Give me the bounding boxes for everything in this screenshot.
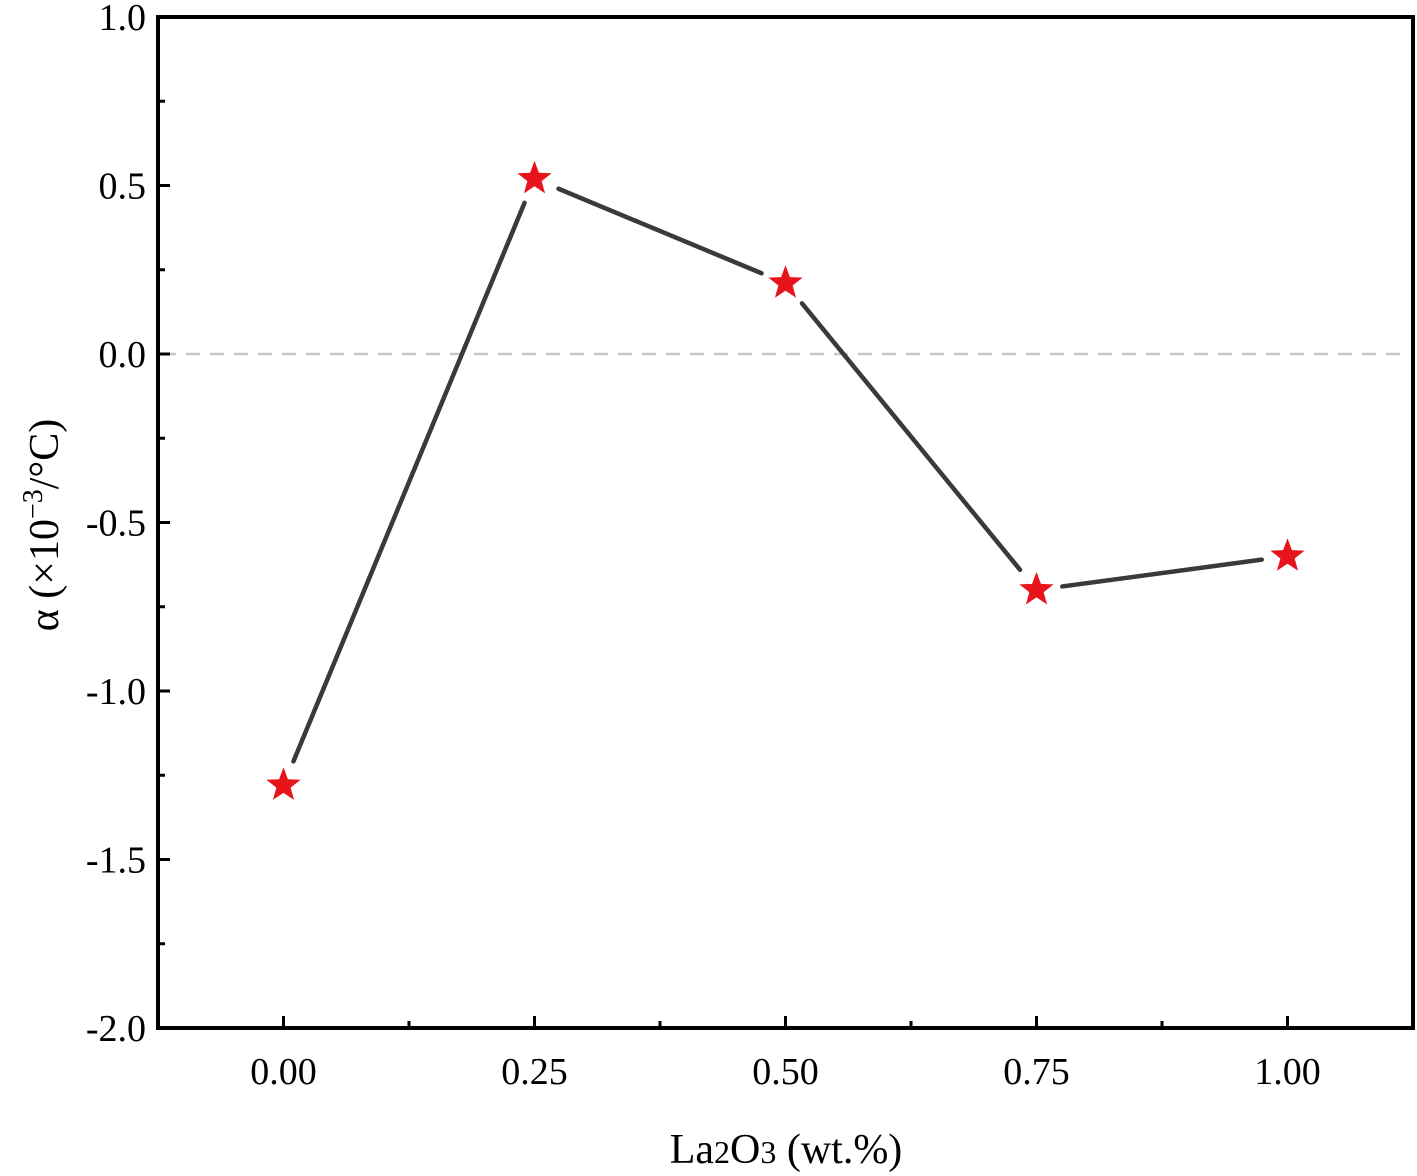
y-tick-label: -2.0 [86, 1008, 146, 1050]
y-tick-label: 1.0 [99, 0, 147, 39]
data-point-star [266, 767, 301, 800]
series-line-segment [556, 186, 764, 276]
y-tick-label: 0.5 [99, 166, 147, 208]
x-tick-label: 0.50 [752, 1051, 819, 1093]
data-point-star [768, 265, 803, 298]
axis-layer: 1.0 0.5 0.0 -0.5 -1.0 -1.5 -2.0 0.00 0.25 0.50 0.7… [86, 0, 1321, 1093]
series-line-segment [799, 301, 1023, 573]
data-point-star [1270, 538, 1305, 571]
y-tick-label: 0.0 [99, 334, 147, 376]
plot-frame [156, 15, 1415, 1030]
x-tick-label: 0.00 [250, 1051, 317, 1093]
x-tick-label: 0.25 [501, 1051, 568, 1093]
y-tick-label: -1.5 [86, 840, 146, 882]
x-tick-label: 0.75 [1003, 1051, 1070, 1093]
x-tick-label: 1.00 [1254, 1051, 1321, 1093]
data-point-star [517, 160, 552, 194]
series-layer [266, 160, 1305, 800]
x-axis-title: La2O3 (wt.%) [670, 1127, 903, 1173]
series-line-segment [291, 200, 527, 764]
y-axis-title: α (×10−3/°C) [18, 419, 68, 631]
series-line-segment [1060, 557, 1264, 589]
y-tick-label: -1.0 [86, 671, 146, 713]
data-point-star [1019, 571, 1054, 605]
y-tick-label: -0.5 [86, 503, 146, 545]
